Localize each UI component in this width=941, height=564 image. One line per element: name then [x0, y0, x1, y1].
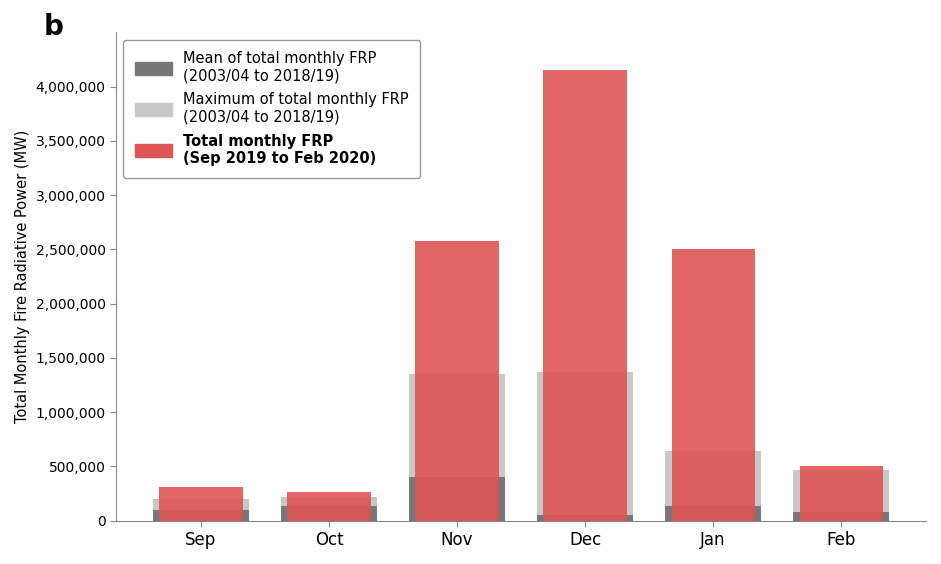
Bar [159, 487, 243, 521]
Bar [665, 506, 761, 521]
Bar [672, 249, 755, 521]
Bar [793, 470, 889, 521]
Text: b: b [43, 13, 63, 41]
Legend: Mean of total monthly FRP
(2003/04 to 2018/19), Maximum of total monthly FRP
(20: Mean of total monthly FRP (2003/04 to 20… [123, 39, 421, 178]
Bar [544, 70, 627, 521]
Bar [281, 506, 377, 521]
Y-axis label: Total Monthly Fire Radiative Power (MW): Total Monthly Fire Radiative Power (MW) [15, 130, 30, 423]
Bar [281, 497, 377, 521]
Bar [537, 372, 633, 521]
Bar [152, 510, 249, 521]
Bar [665, 451, 761, 521]
Bar [287, 492, 371, 521]
Bar [409, 477, 505, 521]
Bar [800, 466, 883, 521]
Bar [793, 513, 889, 521]
Bar [409, 374, 505, 521]
Bar [152, 500, 249, 521]
Bar [537, 514, 633, 521]
Bar [415, 241, 499, 521]
